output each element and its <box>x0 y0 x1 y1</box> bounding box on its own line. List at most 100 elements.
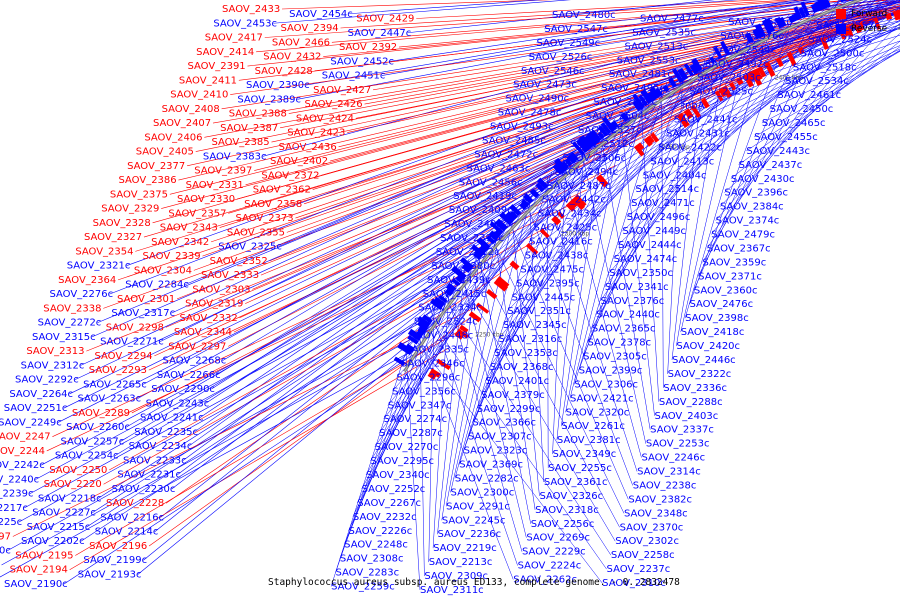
gene-label: SAOV_2235c <box>134 427 198 438</box>
connector-line <box>454 189 534 479</box>
gene-label: SAOV_2358 <box>244 199 302 210</box>
gene-label: SAOV_2433 <box>222 4 280 15</box>
reverse-gene-feature <box>407 328 423 341</box>
gene-label: SAOV_2263c <box>77 394 141 405</box>
gene-label: SAOV_2304 <box>134 265 192 276</box>
gene-label: SAOV_2314c <box>637 467 701 478</box>
gene-label: SAOV_2298 <box>106 322 164 333</box>
connector-line <box>624 1 900 47</box>
gene-label: SAOV_2336c <box>663 383 727 394</box>
forward-gene-feature <box>885 12 893 21</box>
reverse-gene-feature <box>761 18 774 34</box>
gene-label: SAOV_2417 <box>205 33 263 44</box>
reverse-gene-feature <box>478 244 489 254</box>
gene-label: SAOV_2395c <box>516 278 580 289</box>
gene-label: SAOV_2349c <box>553 449 617 460</box>
gene-label: SAOV_2264c <box>9 389 73 400</box>
reverse-gene-feature <box>646 91 657 102</box>
gene-label: SAOV_2393c <box>440 233 504 244</box>
gene-label: SAOV_2355 <box>227 227 285 238</box>
gene-label: SAOV_2256c <box>531 519 595 530</box>
tick-label: 2300 kbp <box>561 230 589 237</box>
gene-label: SAOV_2333 <box>201 270 259 281</box>
forward-gene-feature <box>459 324 469 334</box>
forward-gene-feature <box>456 328 469 339</box>
connector-line <box>467 138 591 437</box>
gene-label: SAOV_2416c <box>529 237 593 248</box>
reverse-gene-feature <box>461 264 472 274</box>
reverse-gene-feature <box>522 193 534 205</box>
forward-gene-feature <box>476 302 490 314</box>
reverse-gene-feature <box>407 334 419 345</box>
gene-label: SAOV_2218c <box>38 493 102 504</box>
gene-label: SAOV_2337c <box>650 425 714 436</box>
connector-line <box>117 53 794 281</box>
connector-line <box>1 326 434 566</box>
forward-gene-feature <box>557 211 565 219</box>
gene-labels-right: SAOV_2480c SAOV_2477c SAOV_2581c SAOV_2557c… <box>331 10 880 596</box>
reverse-gene-feature <box>575 138 590 153</box>
connector-line <box>608 8 900 75</box>
gene-label: SAOV_2557c <box>816 20 880 31</box>
gene-label: SAOV_2399c <box>579 365 643 376</box>
gene-label: SAOV_2424 <box>296 113 354 124</box>
gene-label: SAOV_2352 <box>210 256 268 267</box>
connector-line <box>143 27 856 238</box>
gene-label: SAOV_2456c <box>459 177 523 188</box>
reverse-gene-feature <box>775 16 784 29</box>
gene-label: SAOV_2330 <box>177 194 235 205</box>
gene-label: SAOV_2224c <box>518 561 582 572</box>
gene-label: SAOV_2342 <box>151 237 209 248</box>
connector-line <box>728 0 900 23</box>
connector-line <box>24 253 490 509</box>
gene-label: SAOV_2283c <box>335 568 399 579</box>
reverse-gene-feature <box>476 237 491 251</box>
connector-line <box>520 0 842 270</box>
connector-line <box>432 284 450 549</box>
connector-line <box>769 48 900 110</box>
gene-label: SAOV_2439c <box>427 275 491 286</box>
gene-label: SAOV_2262c <box>513 575 577 586</box>
gene-label: SAOV_2471c <box>631 198 695 209</box>
connector-line <box>161 13 899 209</box>
gene-label: SAOV_2249c <box>0 417 62 428</box>
gene-label: SAOV_2451c <box>322 71 386 82</box>
connector-line <box>273 0 572 24</box>
gene-label: SAOV_2411 <box>179 75 237 86</box>
reverse-gene-feature <box>654 87 663 97</box>
gene-label: SAOV_2432 <box>263 52 321 63</box>
connector-line <box>445 225 499 507</box>
connector-line <box>204 6 900 138</box>
forward-gene-feature <box>596 174 609 188</box>
gene-label: SAOV_2401c <box>485 376 549 387</box>
connector-line <box>463 154 572 451</box>
connector-line <box>609 0 842 274</box>
reverse-gene-feature <box>429 298 444 310</box>
connector-line <box>785 40 900 82</box>
gene-label: SAOV_2296c <box>397 372 461 383</box>
gene-label: SAOV_2431c <box>666 128 730 139</box>
gene-label: SAOV_2306c <box>574 379 638 390</box>
gene-label: SAOV_2353c <box>494 348 558 359</box>
connector-line <box>544 0 814 30</box>
gene-label: SAOV_2425c <box>533 223 597 234</box>
forward-gene-feature <box>551 215 562 226</box>
gene-label: SAOV_2241c <box>140 413 204 424</box>
gene-label: SAOV_2347c <box>388 400 452 411</box>
forward-gene-feature <box>846 26 854 37</box>
connector-line <box>120 175 566 442</box>
gene-label: SAOV_2261c <box>561 421 625 432</box>
gene-label: SAOV_2267c <box>357 498 421 509</box>
gene-label: SAOV_2319 <box>185 299 243 310</box>
reverse-gene-feature <box>810 3 820 14</box>
reverse-gene-feature <box>564 158 573 167</box>
forward-gene-feature <box>429 368 441 378</box>
gene-label: SAOV_2257c <box>61 436 125 447</box>
connector-line <box>69 347 450 571</box>
gene-label: SAOV_2228 <box>106 498 164 509</box>
forward-gene-feature <box>637 142 645 150</box>
gene-label: SAOV_2311c <box>420 585 484 596</box>
gene-label: SAOV_2485c <box>482 135 546 146</box>
connector-line <box>635 14 900 190</box>
connector-line <box>569 96 647 399</box>
